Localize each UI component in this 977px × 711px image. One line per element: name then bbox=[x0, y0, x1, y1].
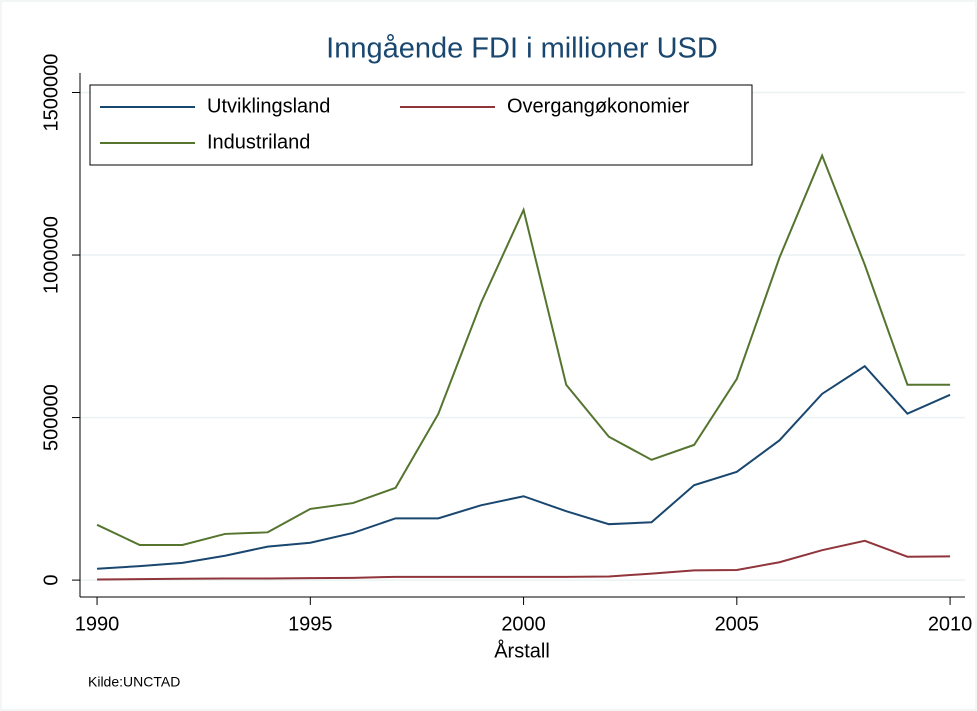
legend-box bbox=[89, 84, 753, 166]
x-tick-label: 2000 bbox=[501, 613, 546, 635]
y-tick-label: 1500000 bbox=[40, 54, 62, 132]
series-line bbox=[96, 364, 951, 570]
legend-label: Industriland bbox=[207, 131, 310, 153]
series-line bbox=[96, 152, 951, 546]
x-tick-label: 1990 bbox=[75, 613, 120, 635]
y-tick-label: 0 bbox=[40, 575, 62, 586]
x-axis-label: Årstall bbox=[494, 639, 550, 662]
x-tick-label: 2010 bbox=[928, 613, 973, 635]
source-note: Kilde:UNCTAD bbox=[88, 674, 180, 690]
legend-label: Utviklingsland bbox=[207, 95, 330, 117]
series-line bbox=[97, 539, 951, 581]
legend-label: Overgangøkonomier bbox=[507, 95, 690, 117]
y-tick-label: 1000000 bbox=[40, 216, 62, 294]
x-tick-label: 1995 bbox=[288, 613, 333, 635]
chart-title: Inngående FDI i millioner USD bbox=[326, 33, 718, 65]
y-tick-label: 500000 bbox=[40, 384, 62, 451]
x-tick-label: 2005 bbox=[715, 613, 760, 635]
